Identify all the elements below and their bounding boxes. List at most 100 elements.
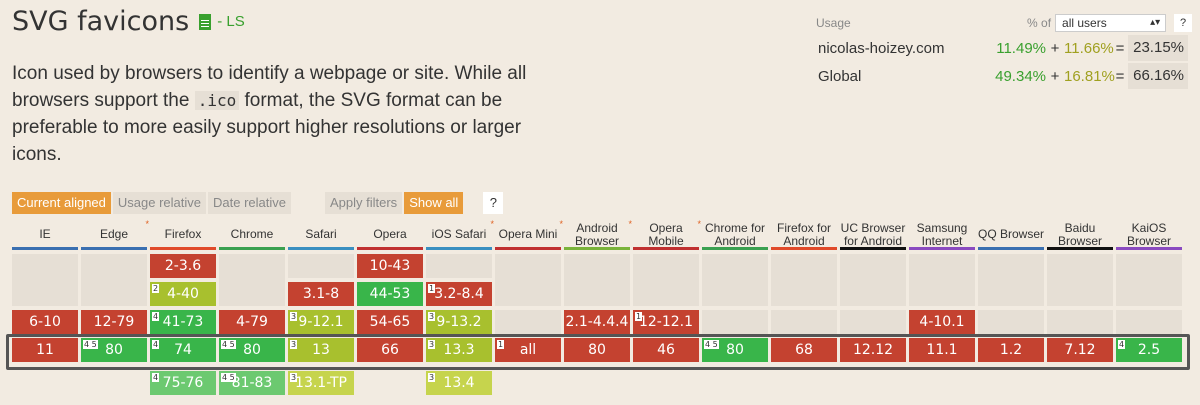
- usage-total-percent: 23.15%: [1128, 35, 1188, 61]
- apply-filters-button[interactable]: Apply filters: [324, 192, 403, 214]
- version-range: 9-13.2: [436, 314, 482, 330]
- browser-header[interactable]: Android Browser *: [564, 219, 632, 250]
- current-aligned-button[interactable]: Current aligned: [12, 192, 111, 214]
- feature-title: SVG favicons: [12, 6, 190, 37]
- browser-header[interactable]: Chrome for Android: [702, 221, 768, 250]
- version-cell[interactable]: 3 13.3: [426, 338, 492, 362]
- browser-header[interactable]: UC Browser for Android: [840, 221, 906, 250]
- usage-full-percent: 11.49%: [996, 39, 1046, 57]
- browser-column: Edge * 12-79 4 5 80: [81, 219, 149, 400]
- usage-help-button[interactable]: ?: [1174, 14, 1192, 32]
- empty-version-cell: [840, 310, 906, 334]
- usage-relative-button[interactable]: Usage relative: [112, 192, 206, 214]
- filters-help-button[interactable]: ?: [483, 192, 504, 214]
- version-cell[interactable]: 4 5 80: [81, 338, 147, 362]
- browser-header[interactable]: Safari: [288, 222, 354, 250]
- version-cell[interactable]: 3 9-13.2: [426, 310, 492, 334]
- version-range: 4-79: [236, 314, 268, 330]
- browser-header[interactable]: Firefox: [150, 222, 216, 250]
- version-cell[interactable]: 7.12: [1047, 338, 1113, 362]
- version-cell[interactable]: 2-3.6: [150, 254, 216, 278]
- version-cell[interactable]: 10-43: [357, 254, 423, 278]
- note-number-badge: 1: [635, 312, 643, 321]
- browser-name: Chrome: [230, 227, 274, 241]
- version-range: 66: [381, 342, 399, 358]
- show-all-button[interactable]: Show all: [404, 192, 464, 214]
- version-cell[interactable]: 4 75-76: [150, 371, 216, 395]
- browser-header[interactable]: Edge *: [81, 219, 149, 250]
- note-number-badge: 3: [428, 373, 436, 382]
- browser-note-marker[interactable]: *: [628, 219, 632, 229]
- version-cell[interactable]: 3 13.4: [426, 371, 492, 395]
- version-cell[interactable]: 6-10: [12, 310, 78, 334]
- browser-header[interactable]: Opera Mobile *: [633, 219, 701, 250]
- version-cell[interactable]: 1 3.2-8.4: [426, 282, 492, 306]
- version-cell[interactable]: 2.1-4.4.4: [564, 310, 630, 334]
- date-relative-button[interactable]: Date relative: [208, 192, 291, 214]
- version-cell[interactable]: 3 13: [288, 338, 354, 362]
- version-cell[interactable]: 12-79: [81, 310, 147, 334]
- version-range: 12.12: [852, 342, 894, 358]
- version-range: 68: [795, 342, 813, 358]
- version-cell[interactable]: 54-65: [357, 310, 423, 334]
- status-label[interactable]: - LS: [217, 13, 245, 30]
- note-number-badge: 1: [497, 340, 505, 349]
- browser-name: QQ Browser: [978, 227, 1045, 241]
- browser-header[interactable]: Opera Mini *: [495, 219, 563, 250]
- browser-note-marker[interactable]: *: [697, 219, 701, 229]
- version-cell[interactable]: 4 5 81-83: [219, 371, 285, 395]
- version-cell[interactable]: 80: [564, 338, 630, 362]
- browser-note-marker[interactable]: *: [559, 219, 563, 229]
- version-cell[interactable]: 1 12-12.1: [633, 310, 699, 334]
- note-number-badge: 4 5: [221, 340, 236, 349]
- browser-column: UC Browser for Android 12.12: [840, 221, 906, 400]
- browser-header[interactable]: Samsung Internet: [909, 221, 975, 250]
- description-text-end: format, the SVG format can be preferable…: [12, 90, 522, 165]
- version-cell[interactable]: 1 all: [495, 338, 561, 362]
- browser-column: Android Browser * 2.1-4.4.4 80: [564, 219, 632, 400]
- version-cell[interactable]: 4-79: [219, 310, 285, 334]
- document-icon[interactable]: [199, 13, 212, 30]
- browser-note-marker[interactable]: *: [490, 219, 494, 229]
- version-cell[interactable]: 3 13.1-TP: [288, 371, 354, 395]
- version-cell[interactable]: 4 5 80: [702, 338, 768, 362]
- browser-column: Opera 10-43 44-53 54-65 66: [357, 222, 423, 400]
- browser-header[interactable]: IE: [12, 222, 78, 250]
- version-cell[interactable]: 3.1-8: [288, 282, 354, 306]
- version-cell[interactable]: 4 74: [150, 338, 216, 362]
- browser-header[interactable]: Chrome: [219, 222, 285, 250]
- version-cell[interactable]: 12.12: [840, 338, 906, 362]
- browser-header[interactable]: Baidu Browser: [1047, 221, 1113, 250]
- version-cell[interactable]: 4 41-73: [150, 310, 216, 334]
- version-cell[interactable]: 68: [771, 338, 837, 362]
- empty-version-cell: [81, 254, 147, 306]
- browser-note-marker[interactable]: *: [145, 219, 149, 229]
- version-cell[interactable]: 3 9-12.1: [288, 310, 354, 334]
- version-range: 80: [726, 342, 744, 358]
- usage-partial-percent: 11.66%: [1064, 39, 1114, 57]
- version-cell[interactable]: 66: [357, 338, 423, 362]
- usage-panel: Usage % of all users ▴▾ ? nicolas-hoizey.…: [812, 12, 1192, 90]
- usage-scope-select[interactable]: all users ▴▾: [1055, 14, 1167, 32]
- browser-header[interactable]: Opera: [357, 222, 423, 250]
- version-range: 10-43: [369, 258, 411, 274]
- version-cell[interactable]: 11.1: [909, 338, 975, 362]
- browser-header[interactable]: KaiOS Browser: [1116, 221, 1182, 250]
- browser-header[interactable]: iOS Safari *: [426, 219, 494, 250]
- browser-header[interactable]: QQ Browser: [978, 222, 1044, 250]
- browser-column: Chrome 4-79 4 5 80 4 5 81-83: [219, 222, 285, 400]
- usage-total-percent: 66.16%: [1128, 63, 1188, 89]
- version-cell[interactable]: 46: [633, 338, 699, 362]
- support-table: IE 6-10 11 Edge * 12-79 4 5 80 Firefox 2-3.6 2 4-40…: [12, 219, 1185, 400]
- version-cell[interactable]: 11: [12, 338, 78, 362]
- version-cell[interactable]: 44-53: [357, 282, 423, 306]
- version-cell[interactable]: 4 2.5: [1116, 338, 1182, 362]
- version-cell[interactable]: 1.2: [978, 338, 1044, 362]
- empty-version-cell: [840, 254, 906, 306]
- browser-column: iOS Safari * 1 3.2-8.4 3 9-13.2 3 13.3 3 13.4: [426, 219, 494, 400]
- browser-header[interactable]: Firefox for Android: [771, 221, 837, 250]
- version-cell[interactable]: 4-10.1: [909, 310, 975, 334]
- version-cell[interactable]: 2 4-40: [150, 282, 216, 306]
- version-cell[interactable]: 4 5 80: [219, 338, 285, 362]
- version-range: 11: [36, 342, 54, 358]
